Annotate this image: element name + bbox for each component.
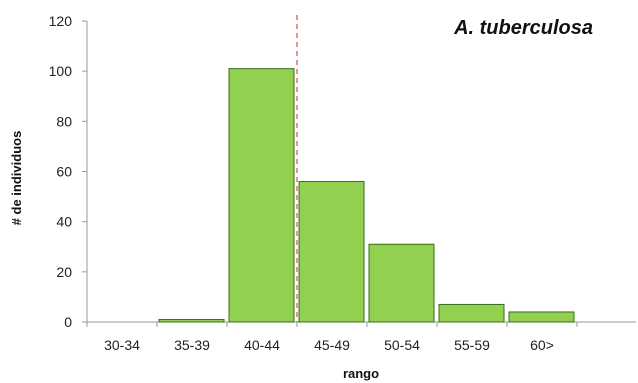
y-tick-label: 0 [64, 314, 72, 330]
y-tick-label: 20 [56, 264, 72, 280]
y-tick-label: 120 [49, 13, 73, 29]
chart-title: A. tuberculosa [453, 17, 593, 39]
x-tick-label: 45-49 [314, 337, 350, 353]
bar-35-39 [158, 318, 225, 323]
plot-area: 0 20 40 60 80 100 120 30-34 35-39 40-44 45-49 50-54… [49, 13, 636, 353]
bar-45-49 [298, 181, 365, 323]
bar-55-59 [438, 303, 505, 323]
x-tick-label: 35-39 [174, 337, 210, 353]
bar-40-44 [228, 68, 295, 323]
x-tick-label: 60> [530, 337, 554, 353]
y-tick-label: 60 [56, 164, 72, 180]
x-tick-label: 55-59 [454, 337, 490, 353]
y-tick-label: 100 [49, 63, 73, 79]
x-tick-label: 40-44 [244, 337, 280, 353]
x-axis-title: rango [343, 366, 379, 381]
y-axis-title: # de individuos [9, 131, 24, 226]
y-tick-label: 40 [56, 214, 72, 230]
x-tick-label: 50-54 [384, 337, 420, 353]
bar-60> [508, 311, 575, 323]
bar-50-54 [368, 243, 435, 323]
y-tick-label: 80 [56, 113, 72, 129]
x-tick-label: 30-34 [104, 337, 140, 353]
